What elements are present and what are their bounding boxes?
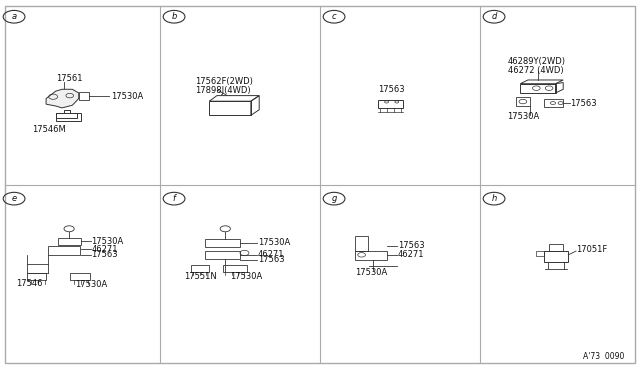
Text: 17562F(2WD): 17562F(2WD) bbox=[195, 77, 253, 86]
Bar bbox=[378, 100, 403, 108]
Bar bbox=[27, 273, 46, 280]
Text: 17563: 17563 bbox=[378, 85, 404, 94]
Bar bbox=[516, 97, 530, 106]
Text: 17530A: 17530A bbox=[92, 237, 124, 246]
Bar bbox=[544, 251, 568, 262]
Text: 17530A: 17530A bbox=[258, 238, 290, 247]
Bar bbox=[48, 246, 80, 255]
Text: h: h bbox=[492, 194, 497, 203]
Text: g: g bbox=[332, 194, 337, 203]
Bar bbox=[223, 265, 247, 272]
Text: 17546M: 17546M bbox=[32, 125, 66, 134]
Polygon shape bbox=[46, 89, 79, 108]
Bar bbox=[520, 84, 556, 93]
Text: c: c bbox=[332, 12, 337, 21]
Text: 17563: 17563 bbox=[398, 241, 425, 250]
Bar bbox=[79, 92, 89, 100]
Bar bbox=[544, 99, 563, 107]
Text: 17563: 17563 bbox=[570, 99, 596, 108]
Text: A'73  0090: A'73 0090 bbox=[582, 352, 624, 361]
Bar bbox=[549, 244, 563, 251]
Text: 46271: 46271 bbox=[398, 250, 424, 259]
Text: d: d bbox=[492, 12, 497, 21]
Text: 17530A: 17530A bbox=[355, 268, 387, 277]
Bar bbox=[191, 265, 209, 272]
Text: 46272 (4WD): 46272 (4WD) bbox=[508, 66, 563, 75]
Text: f: f bbox=[173, 194, 175, 203]
Text: e: e bbox=[12, 194, 17, 203]
Text: 17898J(4WD): 17898J(4WD) bbox=[195, 86, 251, 94]
Bar bbox=[355, 236, 368, 251]
Text: b: b bbox=[172, 12, 177, 21]
Text: 17563: 17563 bbox=[258, 255, 285, 264]
Text: 17530A: 17530A bbox=[111, 92, 143, 101]
Text: 17051F: 17051F bbox=[576, 245, 607, 254]
Text: 46289Y(2WD): 46289Y(2WD) bbox=[508, 57, 566, 66]
Bar bbox=[536, 251, 544, 256]
Text: 17530A: 17530A bbox=[508, 112, 540, 121]
Text: 17546: 17546 bbox=[16, 279, 42, 288]
Text: 17551N: 17551N bbox=[184, 272, 217, 281]
Bar bbox=[205, 251, 240, 259]
Bar bbox=[58, 238, 81, 245]
Text: 17530A: 17530A bbox=[230, 272, 262, 281]
Text: 46271: 46271 bbox=[92, 245, 118, 254]
Text: 17563: 17563 bbox=[92, 250, 118, 259]
Text: a: a bbox=[12, 12, 17, 21]
Bar bbox=[70, 273, 90, 280]
Text: 17530A: 17530A bbox=[76, 280, 108, 289]
Bar bbox=[205, 239, 240, 247]
Text: 17561: 17561 bbox=[56, 74, 82, 83]
Bar bbox=[209, 101, 251, 115]
Bar bbox=[56, 113, 81, 121]
Text: 46271: 46271 bbox=[258, 250, 284, 259]
Bar bbox=[355, 251, 387, 260]
